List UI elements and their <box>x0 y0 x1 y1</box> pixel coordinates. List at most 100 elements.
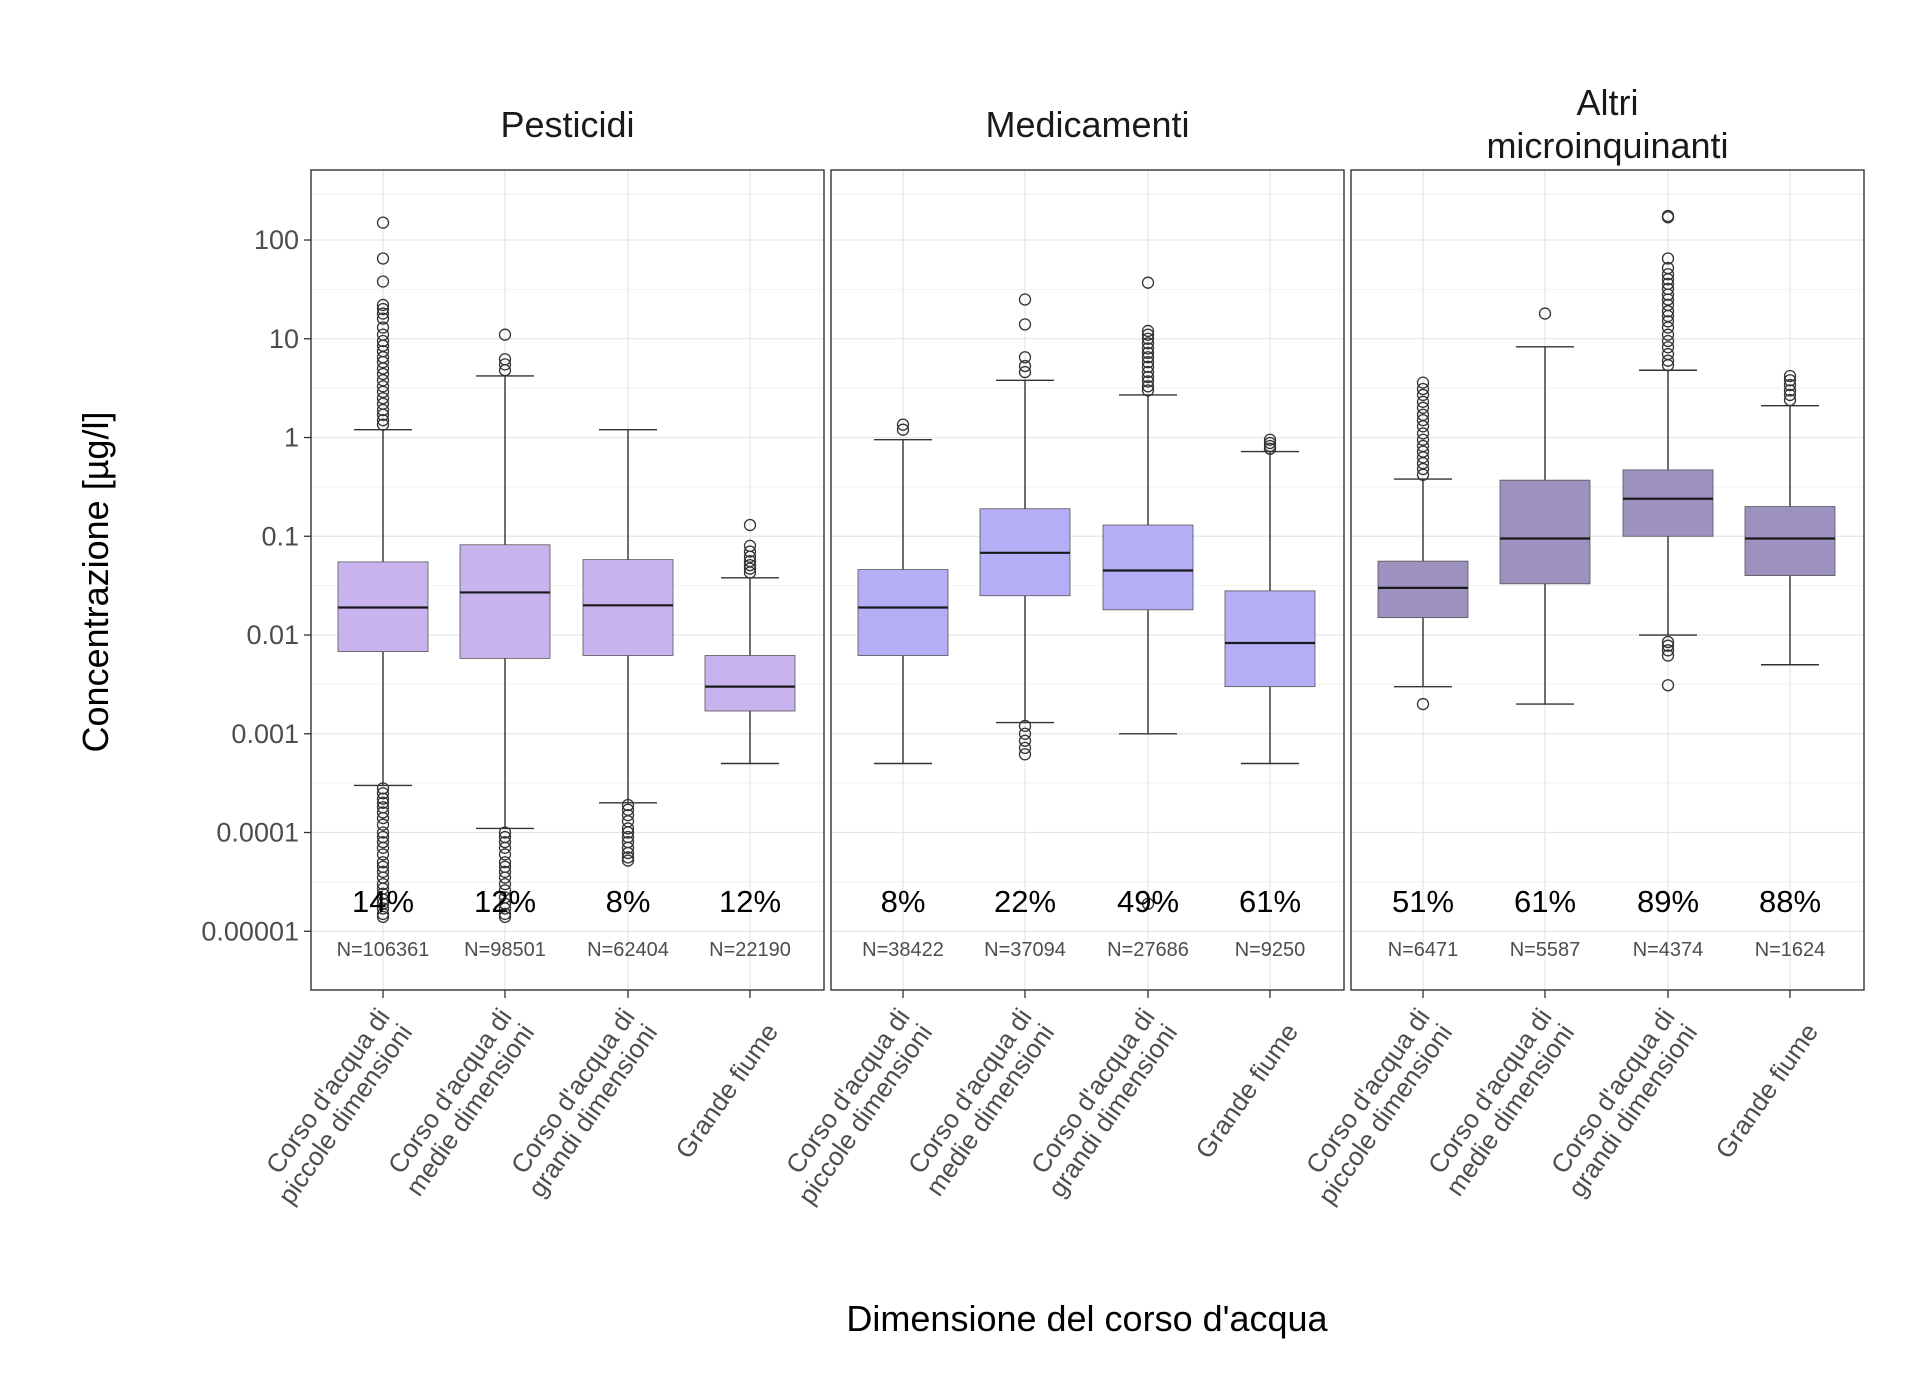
outlier-point <box>1783 369 1797 383</box>
outlier-point <box>1661 288 1675 301</box>
y-axis-title: Concentrazione [µg/l] <box>75 412 116 753</box>
outlier-point <box>1416 697 1430 711</box>
outlier-point <box>376 806 390 819</box>
outlier-point <box>1018 293 1032 306</box>
outlier-point <box>1661 293 1675 306</box>
outlier-point <box>498 856 512 869</box>
outlier-point <box>1661 211 1675 224</box>
outlier-point <box>376 818 390 831</box>
n-label: N=98501 <box>464 939 546 961</box>
outlier-point <box>1661 315 1675 328</box>
outlier-point <box>1141 370 1155 384</box>
percent-label: 61% <box>1239 884 1301 919</box>
outlier-point <box>1661 268 1675 281</box>
outlier-point <box>376 216 390 229</box>
outlier-point <box>1018 734 1032 747</box>
outlier-point <box>1661 635 1675 649</box>
outlier-point <box>376 392 390 405</box>
outlier-point <box>376 865 390 878</box>
outlier-point <box>621 846 635 860</box>
outlier-point <box>743 562 757 575</box>
outlier-point <box>1018 741 1032 755</box>
panel-border <box>830 169 1345 991</box>
panel-border <box>1350 169 1865 991</box>
outlier-point <box>743 566 757 579</box>
y-tick-label: 100 <box>254 225 299 255</box>
percent-label: 88% <box>1759 884 1821 919</box>
x-tick-label-line: Grande fiume <box>1709 1018 1824 1164</box>
iqr-box <box>459 544 551 659</box>
outlier-point <box>376 878 390 891</box>
outlier-point <box>376 385 390 399</box>
outlier-point <box>1783 378 1797 392</box>
outlier-point <box>1661 273 1675 286</box>
outlier-point <box>1661 341 1675 354</box>
outlier-point <box>896 418 910 431</box>
n-label: N=62404 <box>587 939 669 961</box>
outlier-point <box>376 902 390 915</box>
percent-label: 8% <box>881 884 926 919</box>
panel-title-line: microinquinanti <box>1486 125 1728 166</box>
x-tick-label: Grande fiume <box>1709 1018 1824 1164</box>
percent-label: 12% <box>719 884 781 919</box>
y-tick-label: 0.001 <box>231 719 299 749</box>
outlier-point <box>376 887 390 900</box>
outlier-point <box>498 328 512 341</box>
outlier-point <box>1141 384 1155 397</box>
outlier-point <box>498 897 512 910</box>
n-label: N=1624 <box>1755 939 1826 961</box>
outlier-point <box>1141 380 1155 393</box>
outlier-point <box>621 822 635 835</box>
outlier-point <box>498 910 512 923</box>
panel-border <box>310 169 825 991</box>
outlier-point <box>376 848 390 861</box>
outlier-point <box>1783 393 1797 407</box>
outlier-point <box>1141 375 1155 388</box>
outlier-point <box>376 418 390 431</box>
outlier-point <box>376 302 390 316</box>
outlier-point <box>1141 897 1155 910</box>
outlier-point <box>1661 679 1675 692</box>
x-tick-label: Grande fiume <box>1189 1018 1304 1164</box>
outlier-point <box>896 423 910 436</box>
panels-layer: 0.000010.00010.0010.010.1110100Pesticidi… <box>201 82 1865 1210</box>
panel-title-line: Altri <box>1577 82 1639 123</box>
outlier-point <box>376 403 390 417</box>
x-tick-label: Corso d'acqua dipiccole dimensioni <box>1289 1003 1458 1210</box>
outlier-point <box>1661 334 1675 348</box>
y-tick-label: 0.00001 <box>201 916 299 946</box>
outlier-point <box>743 518 757 532</box>
percent-label: 51% <box>1392 884 1454 919</box>
outlier-point <box>1141 351 1155 364</box>
iqr-box <box>1744 506 1836 576</box>
iqr-box <box>1499 479 1591 585</box>
outlier-point <box>1141 328 1155 341</box>
outlier-point <box>1416 420 1430 433</box>
outlier-point <box>1416 451 1430 464</box>
outlier-point <box>1141 332 1155 345</box>
outlier-point <box>621 854 635 867</box>
panel-1: Pesticidi 14% N=106361 Corso d'acqua dipicc… <box>260 104 825 1210</box>
n-label: N=4374 <box>1633 939 1704 961</box>
outlier-point <box>1416 427 1430 440</box>
outlier-point <box>621 841 635 854</box>
y-tick-label: 0.0001 <box>216 818 299 848</box>
outlier-point <box>498 871 512 884</box>
outlier-point <box>1416 388 1430 402</box>
outlier-point <box>376 811 390 825</box>
iqr-box <box>704 655 796 712</box>
panel-2: Medicamenti 8% N=38422 Corso d'acqua dipicc… <box>780 104 1345 1210</box>
outlier-point <box>1141 324 1155 338</box>
iqr-box <box>1102 524 1194 611</box>
outlier-point <box>1661 644 1675 657</box>
outlier-point <box>376 307 390 320</box>
outlier-point <box>376 856 390 869</box>
x-tick-label-line: Grande fiume <box>669 1018 784 1164</box>
outlier-point <box>1263 433 1277 446</box>
outlier-point <box>1661 649 1675 662</box>
outlier-point <box>1141 337 1155 350</box>
iqr-box <box>1224 590 1316 688</box>
outlier-point <box>376 252 390 265</box>
outlier-point <box>1018 351 1032 364</box>
